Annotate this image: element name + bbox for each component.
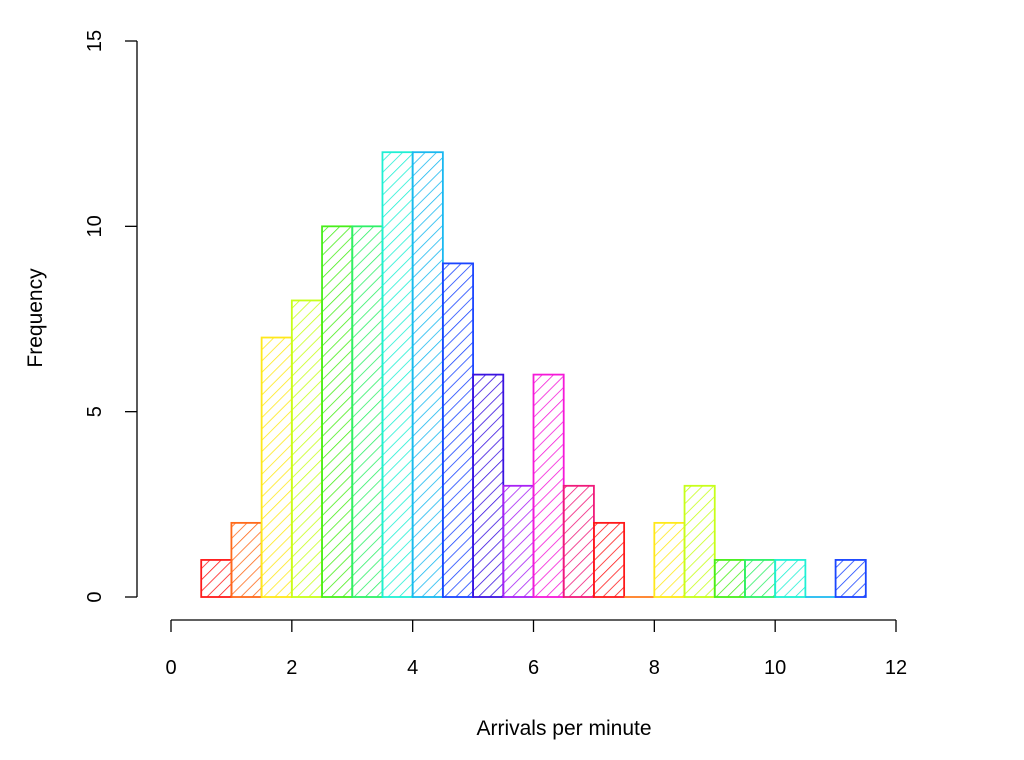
histogram-bar <box>834 559 867 598</box>
histogram-bar <box>683 484 716 598</box>
x-tick-label: 12 <box>885 657 907 679</box>
histogram-bar <box>321 225 354 598</box>
y-tick-label: 0 <box>84 591 106 602</box>
histogram-bar <box>653 521 686 598</box>
x-tick-label: 4 <box>407 657 418 679</box>
bar-hatch-fill <box>291 300 323 597</box>
histogram-bar <box>713 559 746 598</box>
histogram-bar <box>562 484 595 598</box>
bar-hatch-fill <box>533 374 564 597</box>
histogram-bar <box>290 299 323 598</box>
bar-hatch-fill <box>684 485 715 597</box>
histogram-bar <box>593 521 626 598</box>
x-tick-label: 6 <box>528 657 539 679</box>
bar-hatch-fill <box>714 559 745 597</box>
bar-hatch-fill <box>654 522 685 597</box>
bar-outline <box>593 521 626 598</box>
histogram-bar <box>744 559 777 598</box>
bar-hatch-fill <box>201 559 232 597</box>
bar-hatch-fill <box>503 485 534 597</box>
y-tick-label: 15 <box>84 30 106 52</box>
histogram-bar <box>230 521 263 598</box>
y-tick-label: 10 <box>84 215 106 237</box>
histogram-bar <box>502 484 535 598</box>
bar-hatch-fill <box>563 485 594 597</box>
bar-hatch-fill <box>775 559 806 597</box>
bar-hatch-fill <box>835 559 866 597</box>
histogram-bar <box>472 373 505 598</box>
x-axis-label: Arrivals per minute <box>476 717 651 740</box>
histogram-bar <box>532 373 565 598</box>
histogram-bar <box>441 262 474 598</box>
histogram-bar <box>260 336 293 598</box>
histogram-bar <box>381 151 414 598</box>
bar-hatch-fill <box>744 559 776 597</box>
x-tick-label: 10 <box>764 657 786 679</box>
bar-hatch-fill <box>322 226 353 598</box>
histogram-bars <box>200 151 867 598</box>
y-axis-label: Frequency <box>24 268 47 368</box>
bar-hatch-fill <box>352 226 383 598</box>
bar-hatch-fill <box>382 152 413 597</box>
bar-outline <box>834 559 867 598</box>
bar-hatch-fill <box>412 152 443 597</box>
histogram-bar <box>411 151 444 598</box>
histogram-bar <box>200 559 233 598</box>
y-axis: 0 5 10 15 <box>84 30 138 603</box>
bar-hatch-fill <box>593 522 625 597</box>
x-axis: 0 2 4 6 8 10 12 <box>165 619 907 679</box>
bar-outline <box>683 484 716 598</box>
x-tick-label: 0 <box>165 657 176 679</box>
histogram-bar <box>774 559 807 598</box>
bar-hatch-fill <box>261 337 292 597</box>
bar-outline <box>774 559 807 598</box>
x-tick-label: 2 <box>286 657 297 679</box>
x-tick-label: 8 <box>649 657 660 679</box>
bar-hatch-fill <box>473 374 504 597</box>
bar-hatch-fill <box>442 263 474 597</box>
histogram-bar <box>351 225 384 598</box>
bar-hatch-fill <box>231 522 262 597</box>
y-tick-label: 5 <box>84 406 106 417</box>
